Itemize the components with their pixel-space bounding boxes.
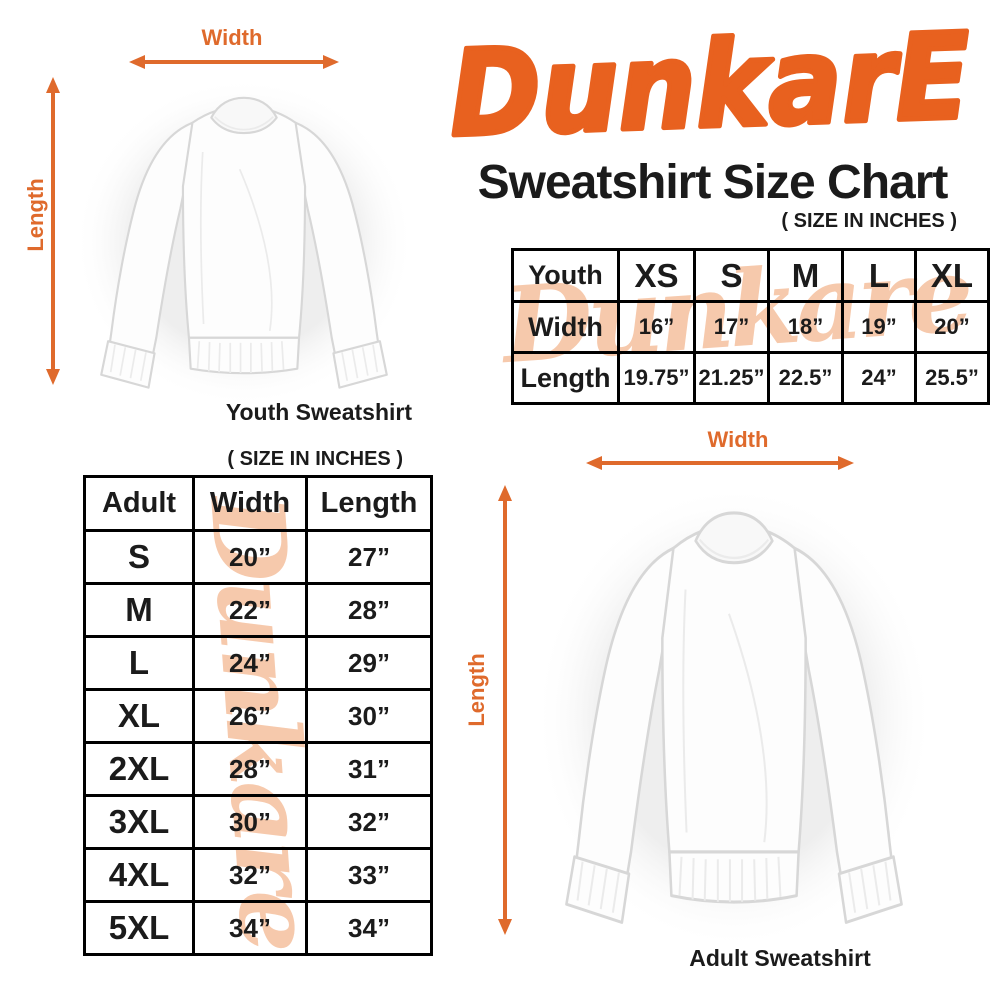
table-cell: 28” — [192, 741, 308, 797]
table-cell: 34” — [192, 900, 308, 956]
table-row: Adult Width Length — [83, 475, 433, 532]
table-row: XL 26” 30” — [83, 688, 433, 744]
youth-sweatshirt-image — [73, 77, 415, 408]
table-cell: 16” — [617, 300, 696, 354]
table-row: 3XL 30” 32” — [83, 794, 433, 850]
table-row-label-cell: L — [83, 635, 195, 691]
width-arrow-icon — [129, 55, 339, 69]
table-cell: 18” — [767, 300, 844, 354]
adult-length-label: Length — [464, 653, 489, 727]
table-cell: 33” — [305, 847, 433, 903]
adult-sweatshirt-image — [534, 483, 934, 951]
table-header-cell: Adult — [83, 475, 195, 532]
table-cell: 32” — [305, 794, 433, 850]
table-cell: 30” — [192, 794, 308, 850]
table-header-cell: XS — [617, 248, 696, 303]
width-arrow-icon — [586, 456, 854, 470]
page-title: Sweatshirt Size Chart — [477, 156, 949, 209]
table-row: Length 19.75” 21.25” 22.5” 24” 25.5” — [511, 351, 990, 405]
adult-caption: Adult Sweatshirt — [689, 945, 871, 971]
table-row: M 22” 28” — [83, 582, 433, 638]
length-arrow-icon — [46, 77, 60, 385]
youth-size-table: Youth XS S M L XL Width 16” 17” 18” 19” … — [511, 248, 990, 405]
table-cell: 26” — [192, 688, 308, 744]
table-header-cell: Youth — [511, 248, 620, 303]
table-header-cell: Length — [305, 475, 433, 532]
brand-logo: DunkarE — [430, 2, 991, 169]
youth-length-label: Length — [23, 178, 48, 252]
table-cell: 17” — [693, 300, 770, 354]
table-row-label-cell: S — [83, 529, 195, 585]
table-row: 4XL 32” 33” — [83, 847, 433, 903]
table-cell: 34” — [305, 900, 433, 956]
adult-size-units-note: ( SIZE IN INCHES ) — [227, 448, 403, 470]
table-header-cell: M — [767, 248, 844, 303]
table-cell: 25.5” — [914, 351, 990, 405]
table-cell: 30” — [305, 688, 433, 744]
table-row-label-cell: M — [83, 582, 195, 638]
table-cell: 24” — [841, 351, 917, 405]
table-cell: 24” — [192, 635, 308, 691]
table-cell: 20” — [914, 300, 990, 354]
table-row: Youth XS S M L XL — [511, 248, 990, 303]
table-cell: 32” — [192, 847, 308, 903]
length-arrow-icon — [498, 485, 512, 935]
adult-diagram: Width Length — [440, 420, 1000, 1000]
table-cell: 22” — [192, 582, 308, 638]
table-row-label-cell: XL — [83, 688, 195, 744]
youth-diagram: Width Length — [0, 0, 445, 435]
brand-logo-art: DunkarE — [445, 4, 974, 165]
table-cell: 20” — [192, 529, 308, 585]
table-row: S 20” 27” — [83, 529, 433, 585]
table-row-label-cell: 4XL — [83, 847, 195, 903]
table-cell: 29” — [305, 635, 433, 691]
table-cell: 21.25” — [693, 351, 770, 405]
table-header-cell: XL — [914, 248, 990, 303]
table-row-label-cell: 5XL — [83, 900, 195, 956]
youth-width-label: Width — [201, 25, 263, 50]
table-header-cell: L — [841, 248, 917, 303]
brand-logo-text: DunkarE — [448, 7, 972, 163]
table-row: L 24” 29” — [83, 635, 433, 691]
table-row: 2XL 28” 31” — [83, 741, 433, 797]
table-cell: 22.5” — [767, 351, 844, 405]
adult-size-table: Adult Width Length S 20” 27” M 22” 28” L… — [83, 475, 433, 956]
table-row: Width 16” 17” 18” 19” 20” — [511, 300, 990, 354]
table-cell: 19.75” — [617, 351, 696, 405]
size-units-note: ( SIZE IN INCHES ) — [781, 210, 957, 232]
table-row: 5XL 34” 34” — [83, 900, 433, 956]
table-header-cell: Width — [192, 475, 308, 532]
table-cell: 31” — [305, 741, 433, 797]
table-row-label-cell: Length — [511, 351, 620, 405]
table-cell: 19” — [841, 300, 917, 354]
table-row-label-cell: 2XL — [83, 741, 195, 797]
table-cell: 27” — [305, 529, 433, 585]
table-header-cell: S — [693, 248, 770, 303]
table-row-label-cell: Width — [511, 300, 620, 354]
youth-caption: Youth Sweatshirt — [225, 399, 412, 425]
table-cell: 28” — [305, 582, 433, 638]
table-row-label-cell: 3XL — [83, 794, 195, 850]
adult-width-label: Width — [707, 427, 769, 452]
